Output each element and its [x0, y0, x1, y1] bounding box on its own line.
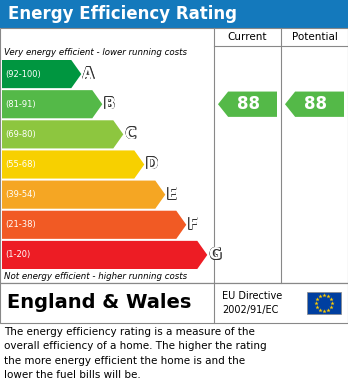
- Text: G: G: [208, 248, 220, 263]
- Text: 88: 88: [237, 95, 260, 113]
- Text: G: G: [209, 247, 221, 262]
- Text: F: F: [188, 217, 198, 232]
- Text: D: D: [145, 158, 157, 172]
- Text: A: A: [82, 66, 94, 82]
- Text: C: C: [124, 126, 135, 142]
- Text: EU Directive
2002/91/EC: EU Directive 2002/91/EC: [222, 291, 282, 315]
- Text: A: A: [83, 66, 95, 82]
- Text: D: D: [145, 157, 157, 172]
- Text: D: D: [146, 156, 158, 172]
- Text: Energy Efficiency Rating: Energy Efficiency Rating: [8, 5, 237, 23]
- Polygon shape: [2, 151, 144, 179]
- Text: F: F: [187, 217, 198, 232]
- Polygon shape: [2, 181, 165, 209]
- Text: (21-38): (21-38): [5, 220, 36, 229]
- Text: D: D: [145, 156, 158, 172]
- Text: E: E: [166, 187, 176, 202]
- Bar: [0, 0, 348, 28]
- Text: A: A: [82, 67, 94, 82]
- Text: (69-80): (69-80): [5, 130, 36, 139]
- Text: G: G: [208, 247, 220, 262]
- Text: C: C: [125, 126, 136, 142]
- Polygon shape: [2, 211, 186, 239]
- Text: C: C: [124, 126, 135, 142]
- Polygon shape: [2, 120, 123, 149]
- Text: G: G: [209, 248, 221, 263]
- Text: E: E: [167, 188, 177, 203]
- Text: Current: Current: [228, 32, 267, 42]
- Text: B: B: [104, 97, 116, 112]
- Text: D: D: [145, 156, 157, 172]
- Text: F: F: [187, 217, 197, 232]
- Text: The energy efficiency rating is a measure of the
overall efficiency of a home. T: The energy efficiency rating is a measur…: [4, 327, 267, 380]
- Text: F: F: [187, 218, 198, 233]
- Text: D: D: [146, 157, 158, 172]
- Text: B: B: [103, 97, 114, 112]
- Text: C: C: [125, 127, 136, 142]
- Text: A: A: [82, 67, 94, 82]
- Text: A: A: [82, 66, 94, 81]
- Text: E: E: [166, 188, 177, 203]
- Text: G: G: [208, 248, 221, 263]
- Text: Very energy efficient - lower running costs: Very energy efficient - lower running co…: [4, 48, 187, 57]
- Polygon shape: [2, 241, 207, 269]
- Text: (1-20): (1-20): [5, 250, 30, 260]
- Text: E: E: [166, 187, 177, 202]
- Bar: [0, 283, 348, 323]
- Text: F: F: [187, 217, 197, 232]
- Text: E: E: [166, 188, 176, 203]
- Text: F: F: [187, 218, 197, 233]
- Text: E: E: [166, 187, 177, 202]
- Text: D: D: [145, 157, 158, 172]
- Text: F: F: [188, 217, 198, 232]
- Text: England & Wales: England & Wales: [7, 294, 191, 312]
- Text: B: B: [103, 97, 115, 112]
- Polygon shape: [2, 60, 81, 88]
- Text: F: F: [187, 217, 198, 232]
- Text: F: F: [188, 218, 198, 233]
- Text: G: G: [208, 247, 221, 262]
- Text: D: D: [146, 158, 158, 172]
- Text: B: B: [103, 97, 114, 112]
- Text: B: B: [103, 97, 115, 112]
- Text: (92-100): (92-100): [5, 70, 41, 79]
- Text: B: B: [104, 97, 116, 112]
- Text: A: A: [82, 66, 94, 82]
- Polygon shape: [2, 90, 102, 118]
- Bar: [307, 292, 341, 314]
- Text: B: B: [103, 96, 114, 111]
- Text: E: E: [167, 187, 177, 202]
- Text: B: B: [104, 96, 116, 111]
- Text: E: E: [167, 187, 177, 202]
- Text: (55-68): (55-68): [5, 160, 36, 169]
- Text: C: C: [124, 127, 135, 142]
- Bar: [0, 28, 348, 283]
- Text: (81-91): (81-91): [5, 100, 35, 109]
- Text: C: C: [124, 127, 135, 142]
- Text: Potential: Potential: [292, 32, 338, 42]
- Text: G: G: [209, 248, 221, 262]
- Text: G: G: [208, 248, 220, 262]
- Text: C: C: [124, 127, 135, 142]
- Text: 88: 88: [304, 95, 327, 113]
- Text: B: B: [103, 96, 115, 111]
- Polygon shape: [218, 91, 277, 117]
- Text: Not energy efficient - higher running costs: Not energy efficient - higher running co…: [4, 272, 187, 281]
- Text: D: D: [145, 158, 158, 172]
- Text: C: C: [124, 127, 135, 142]
- Text: A: A: [83, 66, 95, 81]
- Text: A: A: [82, 66, 94, 81]
- Text: G: G: [208, 248, 221, 262]
- Text: A: A: [83, 67, 95, 82]
- Text: C: C: [125, 127, 136, 142]
- Text: E: E: [166, 187, 176, 202]
- Polygon shape: [285, 91, 344, 117]
- Text: (39-54): (39-54): [5, 190, 35, 199]
